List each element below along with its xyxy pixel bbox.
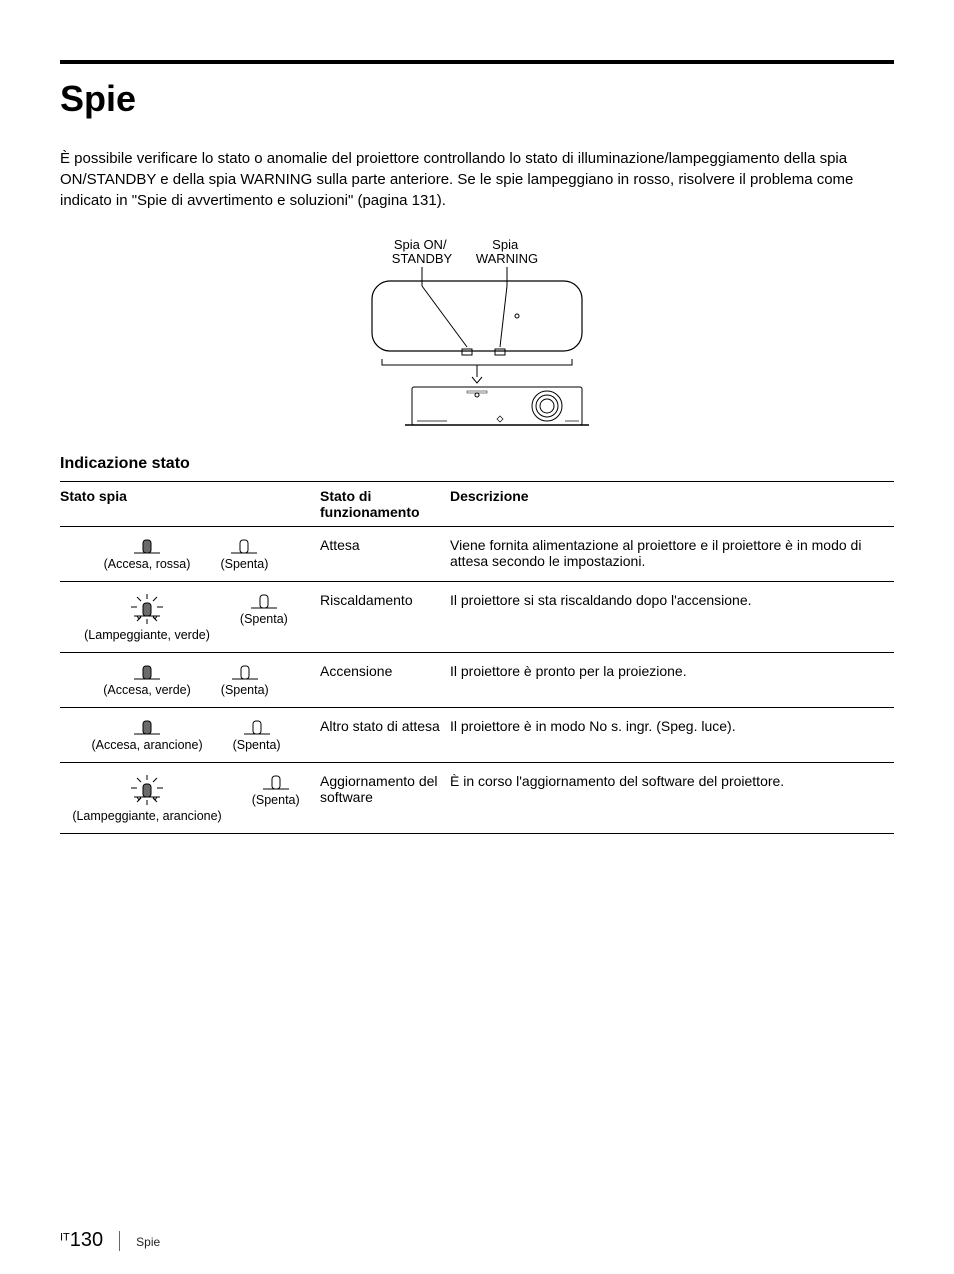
th-stato-funz: Stato di funzionamento [320, 482, 450, 527]
label-warning: Spia WARNING [476, 237, 538, 266]
lamp-indicator: (Lampeggiante, verde) [84, 592, 210, 642]
projector-diagram: Spia ON/ STANDBY Spia WARNING [317, 231, 637, 431]
lamp-indicator: (Spenta) [240, 592, 288, 626]
cell-state: Aggiornamento del software [320, 763, 450, 834]
lamp-label: (Spenta) [240, 612, 288, 626]
cell-lamps: (Accesa, verde) (Spenta) [60, 653, 320, 708]
cell-lamps: (Lampeggiante, arancione) (Spenta) [60, 763, 320, 834]
cell-desc: È in corso l'aggiornamento del software … [450, 763, 894, 834]
lamp-indicator: (Spenta) [233, 718, 281, 752]
cell-lamps: (Lampeggiante, verde) (Spenta) [60, 582, 320, 653]
cell-state: Altro stato di attesa [320, 708, 450, 763]
status-table: Stato spia Stato di funzionamento Descri… [60, 481, 894, 834]
table-row: (Lampeggiante, arancione) (Spenta) Aggiorn… [60, 763, 894, 834]
top-rule [60, 60, 894, 64]
page-footer: IT130 Spie [60, 1229, 160, 1252]
lamp-indicator: (Spenta) [221, 663, 269, 697]
cell-desc: Il proiettore si sta riscaldando dopo l'… [450, 582, 894, 653]
lamp-label: (Spenta) [252, 793, 300, 807]
lamp-icon [230, 663, 260, 681]
table-row: (Accesa, rossa) (Spenta) AttesaViene forni… [60, 527, 894, 582]
cell-state: Accensione [320, 653, 450, 708]
lamp-icon [125, 592, 169, 626]
cell-state: Attesa [320, 527, 450, 582]
table-body: (Accesa, rossa) (Spenta) AttesaViene forni… [60, 527, 894, 834]
table-row: (Accesa, arancione) (Spenta) Altro stato d… [60, 708, 894, 763]
cell-desc: Il proiettore è pronto per la proiezione… [450, 653, 894, 708]
footer-section: Spie [136, 1235, 160, 1249]
table-row: (Accesa, verde) (Spenta) AccensioneIl proi… [60, 653, 894, 708]
lamp-icon [132, 663, 162, 681]
lamp-label: (Spenta) [220, 557, 268, 571]
cell-desc: Il proiettore è in modo No s. ingr. (Spe… [450, 708, 894, 763]
lamp-icon [229, 537, 259, 555]
label-on-standby: Spia ON/ STANDBY [392, 237, 453, 266]
intro-paragraph: È possibile verificare lo stato o anomal… [60, 148, 894, 211]
page-number: IT130 [60, 1229, 103, 1252]
lamp-icon [249, 592, 279, 610]
lamp-icon [125, 773, 169, 807]
lamp-label: (Spenta) [233, 738, 281, 752]
lamp-label: (Accesa, verde) [103, 683, 191, 697]
cell-lamps: (Accesa, rossa) (Spenta) [60, 527, 320, 582]
lamp-icon [132, 718, 162, 736]
cell-state: Riscaldamento [320, 582, 450, 653]
lamp-label: (Spenta) [221, 683, 269, 697]
table-row: (Lampeggiante, verde) (Spenta) Riscaldamen… [60, 582, 894, 653]
th-descrizione: Descrizione [450, 482, 894, 527]
lamp-indicator: (Accesa, rossa) [104, 537, 191, 571]
lamp-icon [261, 773, 291, 791]
lamp-label: (Accesa, arancione) [91, 738, 202, 752]
th-stato-spia: Stato spia [60, 482, 320, 527]
page-title: Spie [60, 78, 894, 120]
lamp-icon [242, 718, 272, 736]
lamp-indicator: (Lampeggiante, arancione) [72, 773, 221, 823]
lamp-icon [132, 537, 162, 555]
lamp-indicator: (Accesa, arancione) [91, 718, 202, 752]
lamp-label: (Lampeggiante, verde) [84, 628, 210, 642]
cell-desc: Viene fornita alimentazione al proiettor… [450, 527, 894, 582]
lamp-indicator: (Spenta) [252, 773, 300, 807]
cell-lamps: (Accesa, arancione) (Spenta) [60, 708, 320, 763]
lamp-indicator: (Spenta) [220, 537, 268, 571]
subheading: Indicazione stato [60, 455, 894, 473]
lamp-label: (Lampeggiante, arancione) [72, 809, 221, 823]
lamp-label: (Accesa, rossa) [104, 557, 191, 571]
footer-divider [119, 1231, 120, 1251]
lamp-indicator: (Accesa, verde) [103, 663, 191, 697]
